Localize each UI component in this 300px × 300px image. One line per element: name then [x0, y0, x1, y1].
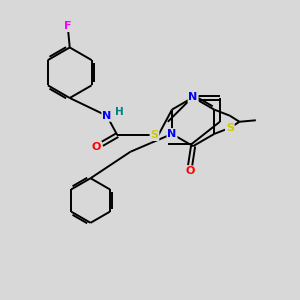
Text: S: S — [226, 123, 234, 133]
Text: O: O — [92, 142, 101, 152]
Text: N: N — [188, 92, 198, 102]
Text: S: S — [151, 130, 158, 140]
Text: H: H — [115, 107, 124, 117]
Text: O: O — [185, 167, 195, 176]
Text: F: F — [64, 21, 71, 31]
Text: N: N — [167, 129, 177, 139]
Text: N: N — [102, 111, 112, 121]
